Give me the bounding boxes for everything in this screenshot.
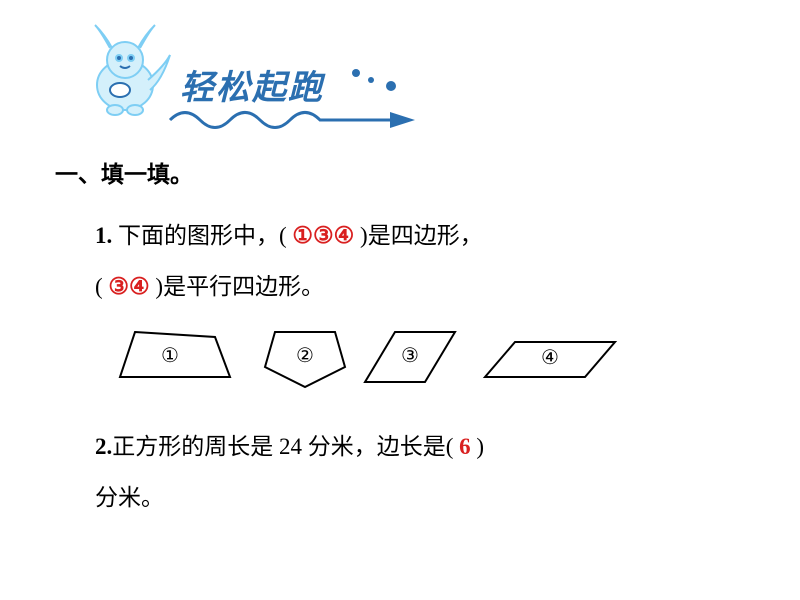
q1-number: 1. xyxy=(95,223,112,248)
q1-text-mid1: )是四边形， xyxy=(354,223,482,248)
content-area: 一、填一填。 1. 下面的图形中，( ①③④ )是四边形， ( ③④ )是平行四… xyxy=(55,155,755,533)
q1-text-pre1: 下面的图形中，( xyxy=(112,223,292,248)
q2-text-pre: 正方形的周长是 24 分米，边长是( xyxy=(112,434,459,459)
shape-4-label: ④ xyxy=(541,347,559,369)
shape-2-label: ② xyxy=(296,345,314,367)
shape-3-label: ③ xyxy=(401,345,419,367)
shape-1-label: ① xyxy=(161,345,179,367)
q2-answer: 6 xyxy=(459,434,471,459)
q1-line2-pre: ( xyxy=(95,274,108,299)
q2-line2: 分米。 xyxy=(95,485,164,510)
shapes-svg: ① ② ③ ④ xyxy=(115,322,635,397)
q1-answer1: ①③④ xyxy=(292,223,354,248)
q2-text-post: ) xyxy=(471,434,484,459)
section-heading: 一、填一填。 xyxy=(55,155,755,189)
header-banner: 轻松起跑 xyxy=(70,20,570,140)
q1-answer2: ③④ xyxy=(108,274,149,299)
question-2: 2.正方形的周长是 24 分米，边长是( 6 ) 分米。 xyxy=(95,422,755,523)
shapes-row: ① ② ③ ④ xyxy=(115,322,755,402)
decorative-dots-icon xyxy=(350,68,394,86)
wave-arrow-icon xyxy=(165,100,425,140)
q2-number: 2. xyxy=(95,434,112,459)
q1-line2-post: )是平行四边形。 xyxy=(150,274,324,299)
question-1: 1. 下面的图形中，( ①③④ )是四边形， ( ③④ )是平行四边形。 xyxy=(95,211,755,312)
